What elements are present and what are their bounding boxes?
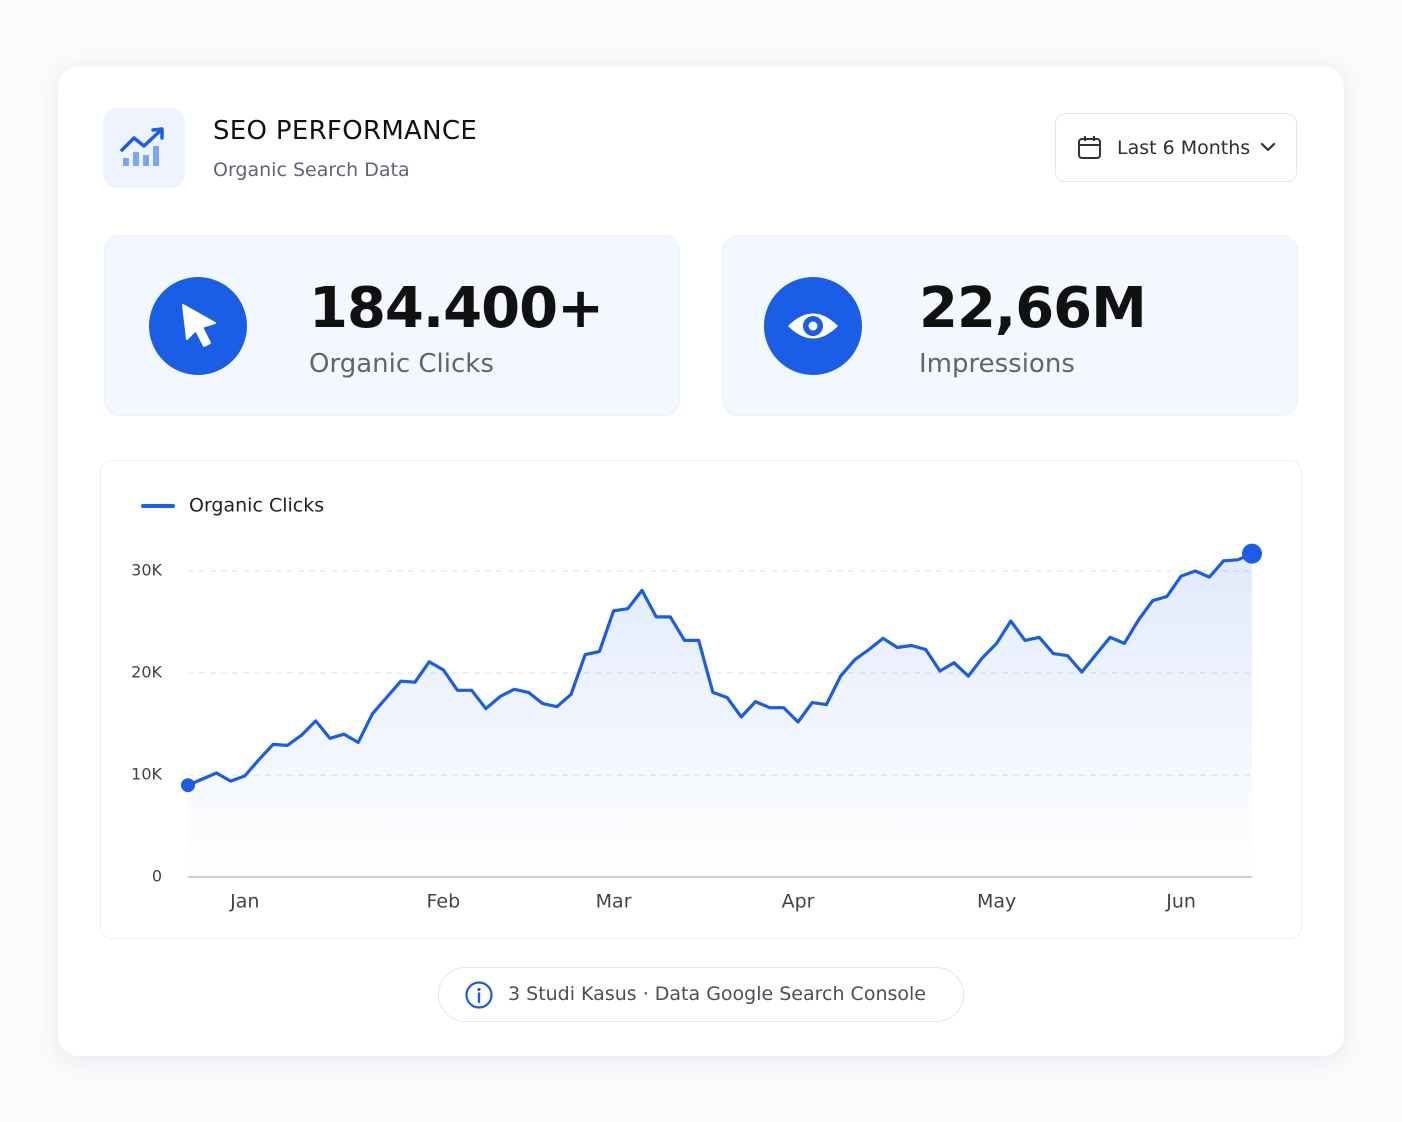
footer-text: 3 Studi Kasus · Data Google Search Conso… bbox=[508, 983, 926, 1005]
eye-icon bbox=[788, 313, 838, 339]
title: SEO PERFORMANCE bbox=[213, 116, 478, 146]
stat-label: Impressions bbox=[919, 349, 1075, 379]
footer-pill bbox=[438, 967, 964, 1022]
stat-value: 22,66M bbox=[919, 276, 1147, 341]
y-tick-label: 10K bbox=[131, 765, 162, 784]
chevron-icon bbox=[1260, 142, 1276, 152]
stat-label: Organic Clicks bbox=[309, 349, 494, 379]
legend-label: Organic Clicks bbox=[189, 495, 324, 517]
range-label: Last 6 Months bbox=[1117, 137, 1251, 159]
y-tick-label: 20K bbox=[131, 663, 162, 682]
x-tick-label: Apr bbox=[782, 891, 815, 913]
x-tick-label: May bbox=[977, 891, 1016, 913]
line bbox=[187, 552, 1253, 787]
point bbox=[1242, 543, 1262, 564]
x-tick-label: Mar bbox=[596, 891, 632, 913]
range-dropdown[interactable] bbox=[1055, 113, 1297, 182]
x-tick-label: Feb bbox=[427, 891, 461, 913]
x-tick-label: Jun bbox=[1165, 891, 1196, 913]
y-tick-label: 30K bbox=[131, 561, 162, 580]
stat-icon bbox=[149, 277, 247, 375]
calendar-icon bbox=[1078, 136, 1101, 159]
stat-icon bbox=[764, 277, 862, 375]
point bbox=[181, 778, 195, 793]
y-tick-label: 0 bbox=[152, 867, 162, 886]
subtitle: Organic Search Data bbox=[213, 159, 410, 181]
cursor-icon bbox=[182, 304, 216, 347]
info-icon bbox=[465, 981, 493, 1009]
logo bbox=[103, 108, 185, 188]
area bbox=[188, 553, 1252, 877]
stat-value: 184.400+ bbox=[309, 276, 604, 341]
x-tick-label: Jan bbox=[229, 891, 259, 913]
logo-icon bbox=[120, 127, 164, 166]
